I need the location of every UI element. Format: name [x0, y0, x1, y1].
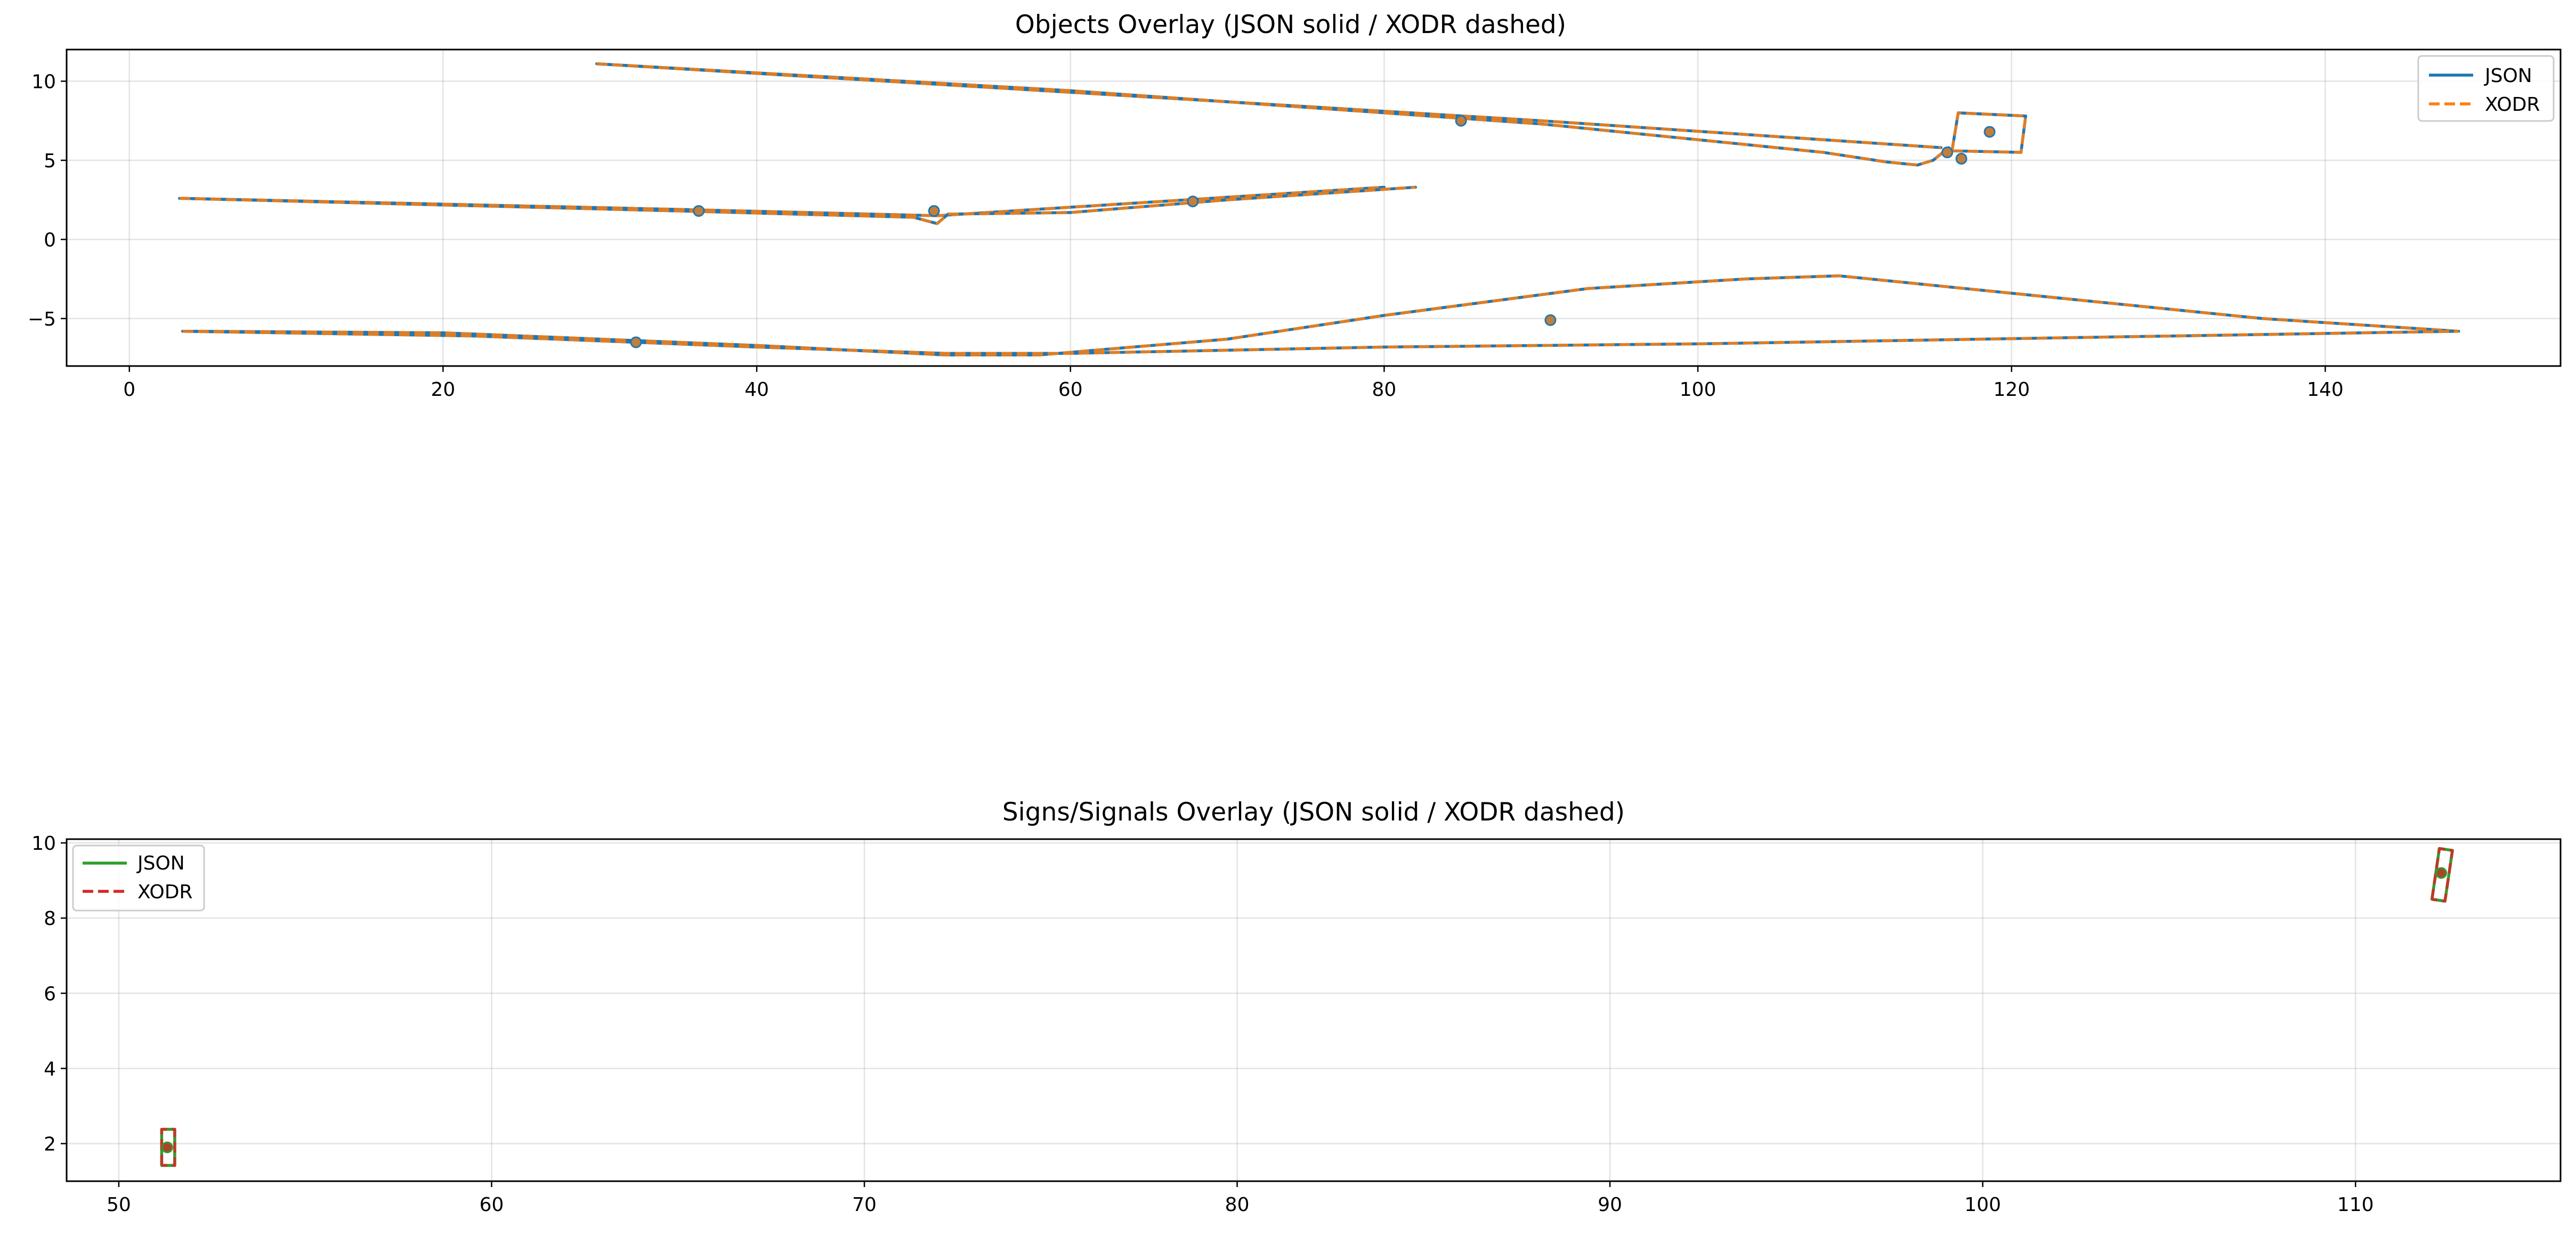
signs-legend-xodr-label: XODR [137, 881, 192, 903]
objects-legend-xodr-label: XODR [2485, 94, 2540, 116]
objects-center-point-xodr-2 [1188, 197, 1197, 206]
objects-y-tick-label-0: −5 [28, 308, 56, 330]
objects-x-tick-label-1: 20 [431, 379, 456, 401]
objects-y-tick-label-1: 0 [44, 229, 56, 251]
signs-x-tick-label-3: 80 [1225, 1194, 1250, 1216]
signs-y-tick-label-0: 2 [44, 1133, 56, 1155]
objects-x-tick-label-2: 40 [744, 379, 769, 401]
signs-y-tick-label-2: 6 [44, 983, 56, 1005]
signs-y-tick-label-3: 8 [44, 908, 56, 930]
objects-center-point-xodr-5 [1957, 155, 1966, 163]
objects-chart-title: Objects Overlay (JSON solid / XODR dashe… [1015, 10, 1566, 39]
objects-center-point-xodr-1 [930, 207, 938, 215]
signs-x-tick-label-2: 70 [852, 1194, 877, 1216]
signs-x-tick-label-1: 60 [480, 1194, 504, 1216]
signs-legend-json-label: JSON [136, 852, 185, 874]
objects-legend-json-label: JSON [2484, 65, 2532, 87]
signs-y-tick-label-4: 10 [31, 833, 56, 855]
objects-legend: JSON XODR [2418, 56, 2554, 121]
signs-center-point-xodr-0 [163, 1143, 172, 1152]
signs-x-tick-label-4: 90 [1598, 1194, 1622, 1216]
objects-center-point-xodr-6 [1986, 127, 1994, 136]
signs-x-tick-label-6: 110 [2337, 1194, 2374, 1216]
signs-chart-title: Signs/Signals Overlay (JSON solid / XODR… [1002, 798, 1625, 827]
signs-legend: JSON XODR [73, 846, 204, 911]
objects-center-point-xodr-7 [631, 338, 640, 346]
objects-y-tick-label-3: 10 [31, 71, 56, 93]
objects-center-point-xodr-3 [1457, 117, 1465, 125]
signs-center-point-xodr-1 [2437, 868, 2445, 877]
objects-x-tick-label-4: 80 [1372, 379, 1397, 401]
objects-center-point-xodr-0 [694, 207, 703, 215]
objects-center-point-xodr-4 [1943, 148, 1951, 157]
signs-y-tick-label-1: 4 [44, 1058, 56, 1080]
objects-x-tick-label-6: 120 [1993, 379, 2030, 401]
signs-x-tick-label-5: 100 [1964, 1194, 2001, 1216]
objects-x-tick-label-0: 0 [123, 379, 135, 401]
objects-center-point-xodr-8 [1546, 316, 1554, 324]
objects-x-tick-label-7: 140 [2307, 379, 2344, 401]
objects-y-tick-label-2: 5 [44, 150, 56, 172]
objects-x-tick-label-3: 60 [1058, 379, 1083, 401]
signs-x-tick-label-0: 50 [107, 1194, 131, 1216]
objects-x-tick-label-5: 100 [1680, 379, 1716, 401]
